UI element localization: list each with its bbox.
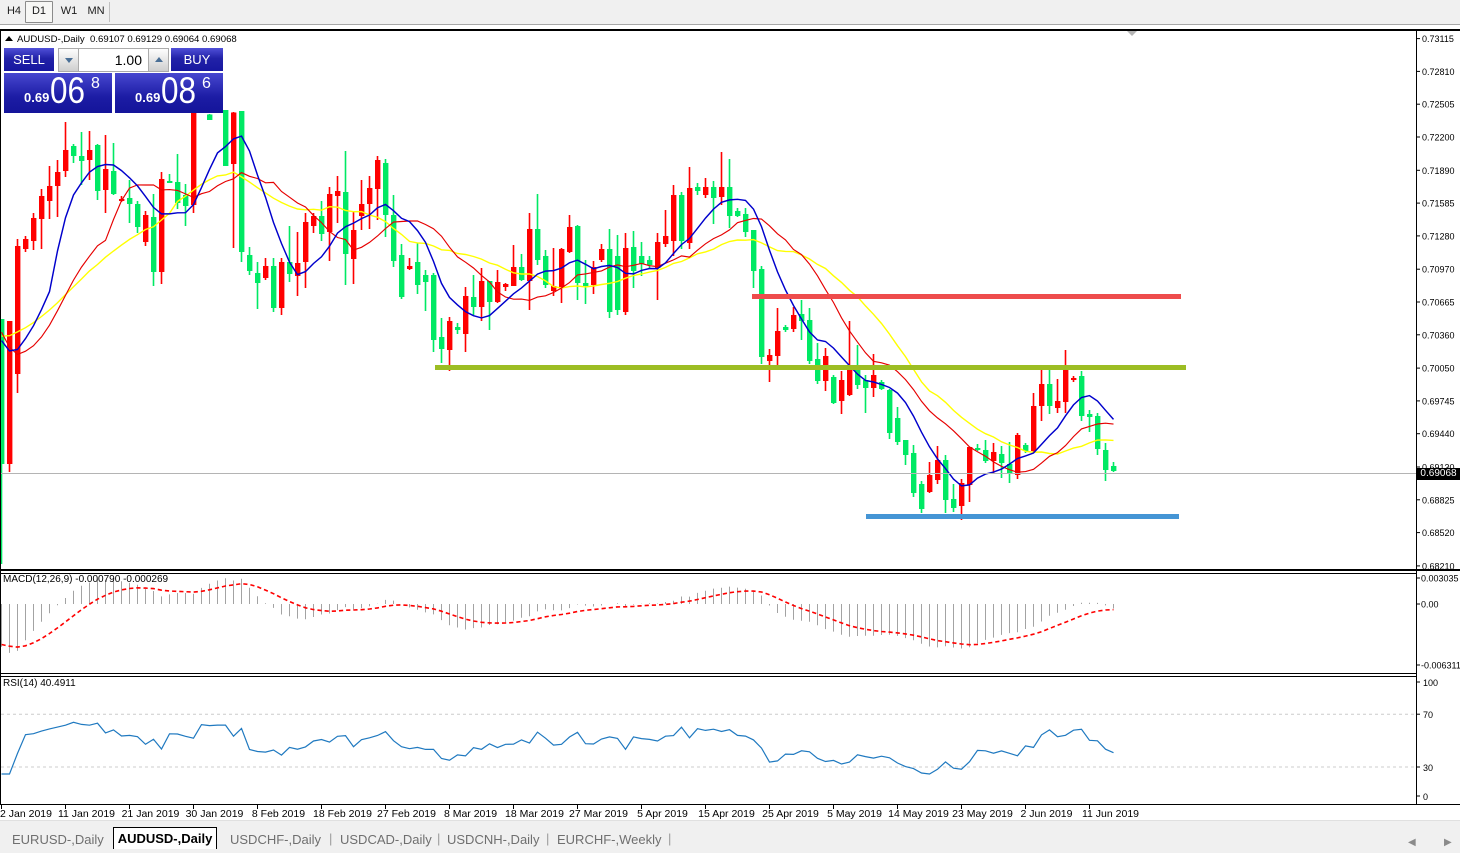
svg-text:0.69745: 0.69745 (1422, 396, 1455, 406)
svg-text:8 Feb 2019: 8 Feb 2019 (252, 808, 305, 820)
svg-text:11 Jun 2019: 11 Jun 2019 (1082, 808, 1139, 820)
svg-text:70: 70 (1423, 710, 1433, 720)
svg-text:0.00: 0.00 (1421, 600, 1439, 610)
svg-text:27 Feb 2019: 27 Feb 2019 (377, 808, 436, 820)
svg-text:0.72505: 0.72505 (1422, 100, 1455, 110)
svg-text:0.73115: 0.73115 (1422, 34, 1454, 44)
svg-text:0.70970: 0.70970 (1422, 265, 1455, 275)
svg-text:0.69440: 0.69440 (1422, 429, 1455, 439)
svg-text:0.68825: 0.68825 (1422, 495, 1455, 505)
svg-text:2 Jun 2019: 2 Jun 2019 (1021, 808, 1073, 820)
svg-text:0.69130: 0.69130 (1422, 463, 1455, 473)
svg-text:14 May 2019: 14 May 2019 (888, 808, 949, 820)
svg-text:23 May 2019: 23 May 2019 (952, 808, 1013, 820)
svg-text:30: 30 (1423, 763, 1433, 773)
svg-text:2 Jan 2019: 2 Jan 2019 (0, 808, 52, 820)
svg-text:0.70665: 0.70665 (1422, 298, 1455, 308)
svg-text:15 Apr 2019: 15 Apr 2019 (698, 808, 755, 820)
svg-text:8 Mar 2019: 8 Mar 2019 (444, 808, 497, 820)
svg-text:0.71890: 0.71890 (1422, 166, 1455, 176)
svg-text:25 Apr 2019: 25 Apr 2019 (762, 808, 819, 820)
svg-text:-0.006311: -0.006311 (1421, 661, 1460, 671)
svg-text:30 Jan 2019: 30 Jan 2019 (186, 808, 244, 820)
svg-text:5 May 2019: 5 May 2019 (827, 808, 882, 820)
svg-text:0.003035: 0.003035 (1421, 574, 1459, 584)
svg-text:0: 0 (1423, 792, 1428, 802)
svg-text:100: 100 (1423, 678, 1438, 688)
svg-text:5 Apr 2019: 5 Apr 2019 (637, 808, 688, 820)
svg-text:0.72200: 0.72200 (1422, 133, 1455, 143)
svg-text:0.70050: 0.70050 (1422, 364, 1455, 374)
svg-text:0.68210: 0.68210 (1422, 561, 1455, 571)
svg-text:0.70360: 0.70360 (1422, 330, 1455, 340)
svg-text:11 Jan 2019: 11 Jan 2019 (58, 808, 115, 820)
svg-text:18 Mar 2019: 18 Mar 2019 (505, 808, 564, 820)
svg-text:27 Mar 2019: 27 Mar 2019 (569, 808, 628, 820)
svg-text:0.68520: 0.68520 (1422, 528, 1455, 538)
svg-text:0.71585: 0.71585 (1422, 199, 1455, 209)
svg-text:0.71280: 0.71280 (1422, 231, 1455, 241)
svg-text:0.72810: 0.72810 (1422, 67, 1455, 77)
svg-text:21 Jan 2019: 21 Jan 2019 (122, 808, 180, 820)
svg-text:18 Feb 2019: 18 Feb 2019 (313, 808, 372, 820)
